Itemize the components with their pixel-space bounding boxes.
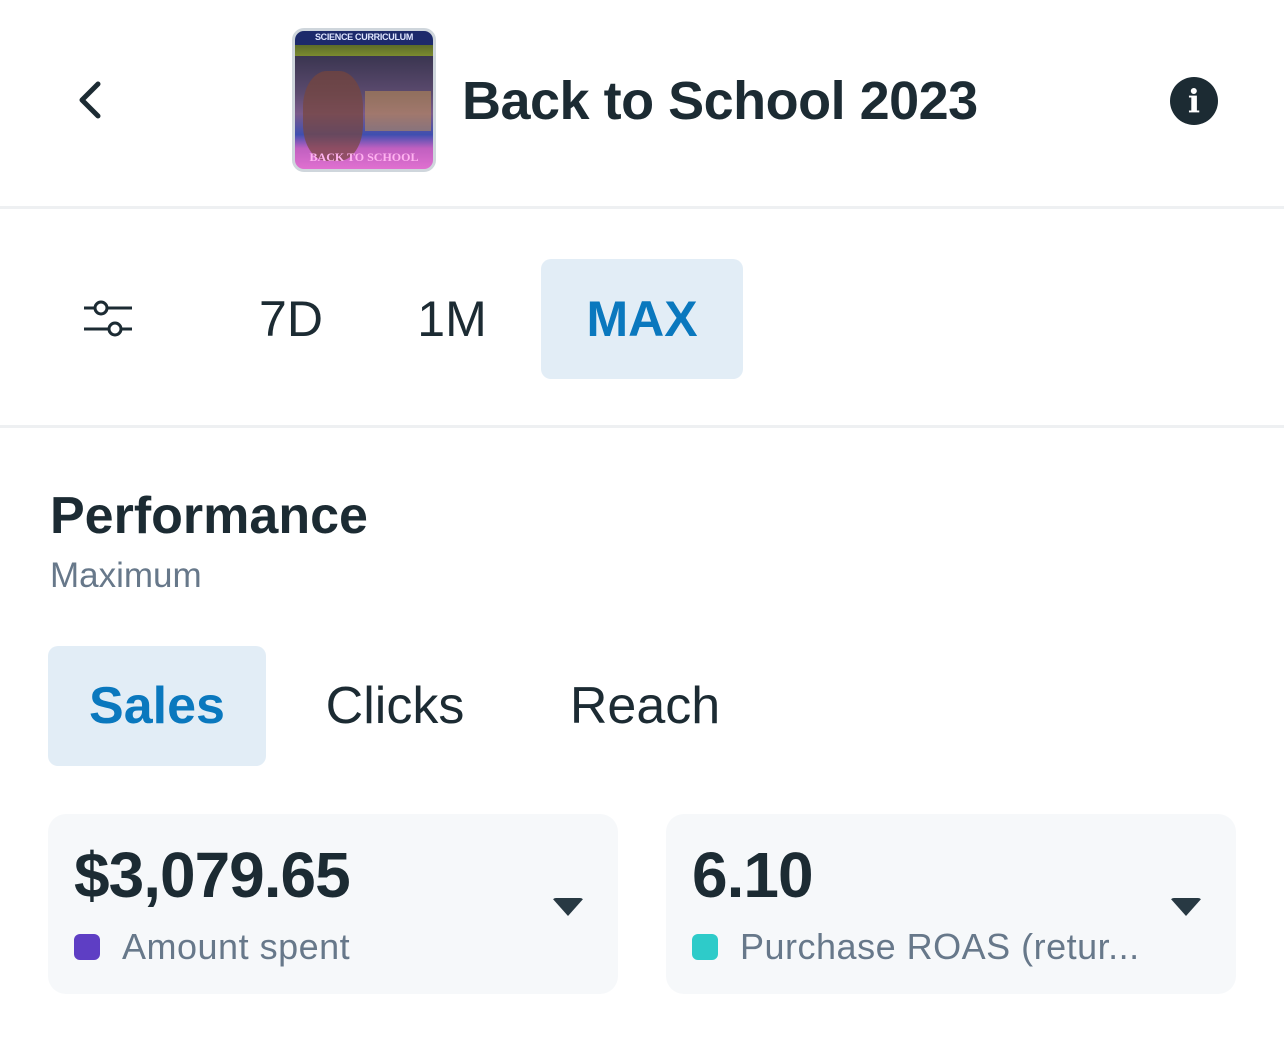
metric-card-purchase-roas[interactable]: 6.10 Purchase ROAS (retur...	[666, 814, 1236, 994]
thumbnail-top-text: SCIENCE CURRICULUM	[314, 32, 414, 42]
metric-value: $3,079.65	[74, 839, 351, 911]
metric-label: Purchase ROAS (retur...	[740, 926, 1140, 967]
sliders-icon[interactable]	[82, 300, 134, 340]
campaign-thumbnail: SCIENCE CURRICULUM BACK TO SCHOOL	[292, 28, 436, 172]
info-icon[interactable]: i	[1170, 77, 1218, 125]
metric-label: Amount spent	[122, 926, 351, 967]
range-1m[interactable]: 1M	[417, 291, 487, 347]
chevron-left-icon[interactable]	[70, 76, 110, 124]
range-7d[interactable]: 7D	[259, 291, 323, 347]
caret-down-icon[interactable]	[552, 898, 584, 916]
tab-clicks[interactable]: Clicks	[325, 677, 465, 735]
caret-down-icon[interactable]	[1170, 898, 1202, 916]
metric-value: 6.10	[692, 839, 814, 911]
section-title: Performance	[50, 487, 368, 545]
thumbnail-bottom-text: BACK TO SCHOOL	[309, 150, 419, 164]
section-subtitle: Maximum	[50, 556, 202, 595]
page-title: Back to School 2023	[462, 71, 978, 131]
header: SCIENCE CURRICULUM BACK TO SCHOOL Back t…	[0, 0, 1284, 209]
tab-sales[interactable]: Sales	[48, 646, 266, 766]
metric-card-amount-spent[interactable]: $3,079.65 Amount spent	[48, 814, 618, 994]
range-max[interactable]: MAX	[541, 259, 743, 379]
legend-swatch	[74, 934, 100, 960]
date-range-bar	[0, 212, 1284, 428]
tab-reach[interactable]: Reach	[569, 677, 721, 735]
legend-swatch	[692, 934, 718, 960]
